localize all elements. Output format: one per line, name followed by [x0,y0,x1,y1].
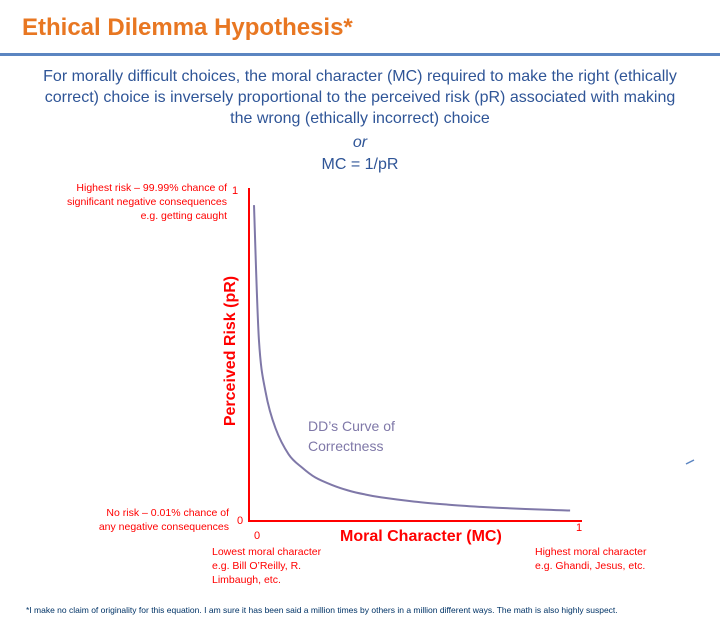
curve-label-line: DD’s Curve of [308,418,395,434]
curve-of-correctness [253,205,571,512]
highest-character-note: Highest moral character e.g. Ghandi, Jes… [535,545,646,573]
or-connector: or [352,134,368,151]
y-axis-title: Perceived Risk (pR) [222,275,239,427]
note-line: any negative consequences [98,521,229,533]
highest-risk-note: Highest risk – 99.99% chance of signific… [67,181,227,223]
note-line: e.g. Ghandi, Jesus, etc. [535,560,646,572]
note-line: Lowest moral character [212,546,322,558]
hypothesis-line: For morally difficult choices, the moral… [43,68,677,85]
x-tick-min: 0 [254,530,261,542]
title-divider [0,53,720,56]
hypothesis-line: the wrong (ethically incorrect) choice [230,110,490,127]
note-line: Highest risk – 99.99% chance of [76,182,227,194]
note-line: significant negative consequences [67,196,227,208]
y-tick-max: 1 [232,185,239,197]
no-risk-note: No risk – 0.01% chance of any negative c… [99,506,229,534]
note-line: e.g. getting caught [140,210,227,222]
page-title: Ethical Dilemma Hypothesis* [22,14,353,41]
x-tick-max: 1 [576,522,583,534]
note-line: Highest moral character [535,546,647,558]
y-tick-min: 0 [237,515,244,527]
note-line: Limbaugh, etc. [212,574,281,586]
note-line: No risk – 0.01% chance of [106,507,229,519]
x-axis-title: Moral Character (MC) [340,528,502,545]
lowest-character-note: Lowest moral character e.g. Bill O’Reill… [212,545,321,587]
footnote: *I make no claim of originality for this… [26,605,618,615]
curve-label: DD’s Curve of Correctness [308,416,395,456]
curve-label-line: Correctness [308,438,384,454]
formula: MC = 1/pR [321,156,399,173]
hypothesis-line: correct) choice is inversely proportiona… [44,89,676,106]
stray-mark [685,459,695,465]
note-line: e.g. Bill O’Reilly, R. [212,560,302,572]
hypothesis-statement: For morally difficult choices, the moral… [10,66,710,129]
